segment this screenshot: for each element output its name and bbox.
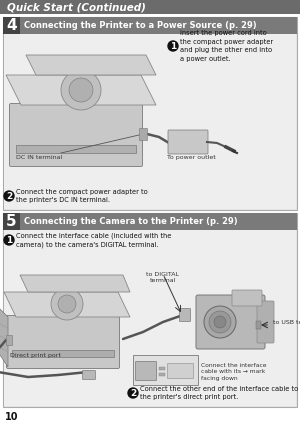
Text: To power outlet: To power outlet xyxy=(167,155,215,159)
Polygon shape xyxy=(20,275,130,292)
FancyBboxPatch shape xyxy=(196,295,265,349)
FancyBboxPatch shape xyxy=(133,355,198,385)
Text: 4: 4 xyxy=(6,18,17,33)
FancyBboxPatch shape xyxy=(0,0,300,14)
Circle shape xyxy=(51,288,83,320)
Text: Connect the other end of the interface cable to
the printer's direct print port.: Connect the other end of the interface c… xyxy=(140,386,298,400)
FancyBboxPatch shape xyxy=(12,350,114,357)
FancyBboxPatch shape xyxy=(16,145,136,153)
FancyBboxPatch shape xyxy=(179,309,191,321)
Circle shape xyxy=(204,306,236,338)
Polygon shape xyxy=(26,55,156,75)
Circle shape xyxy=(128,388,138,398)
Text: 2: 2 xyxy=(130,388,136,397)
Text: Insert the power cord into
the compact power adapter
and plug the other end into: Insert the power cord into the compact p… xyxy=(180,30,273,62)
Text: 1: 1 xyxy=(6,235,12,244)
Text: 1: 1 xyxy=(170,42,176,51)
FancyBboxPatch shape xyxy=(4,34,296,209)
FancyBboxPatch shape xyxy=(256,321,261,329)
FancyBboxPatch shape xyxy=(4,230,296,406)
Circle shape xyxy=(209,311,231,333)
Text: Connecting the Camera to the Printer (p. 29): Connecting the Camera to the Printer (p.… xyxy=(24,217,238,226)
Text: Connect the interface cable (included with the
camera) to the camera's DIGITAL t: Connect the interface cable (included wi… xyxy=(16,232,171,248)
Text: Connect the interface
cable with its → mark
facing down: Connect the interface cable with its → m… xyxy=(201,363,266,381)
FancyBboxPatch shape xyxy=(3,213,20,230)
FancyBboxPatch shape xyxy=(3,17,20,34)
FancyBboxPatch shape xyxy=(167,363,194,379)
Text: to DIGITAL
terminal: to DIGITAL terminal xyxy=(146,272,179,283)
Polygon shape xyxy=(0,307,8,367)
Circle shape xyxy=(4,235,14,245)
FancyBboxPatch shape xyxy=(232,290,262,306)
FancyBboxPatch shape xyxy=(3,17,297,210)
FancyBboxPatch shape xyxy=(3,213,297,407)
Circle shape xyxy=(214,316,226,328)
Polygon shape xyxy=(4,292,130,317)
Text: to USB terminal: to USB terminal xyxy=(273,320,300,325)
Text: Direct print port: Direct print port xyxy=(10,352,61,357)
FancyBboxPatch shape xyxy=(159,373,165,376)
FancyBboxPatch shape xyxy=(10,104,142,167)
FancyBboxPatch shape xyxy=(3,213,297,230)
FancyBboxPatch shape xyxy=(6,335,12,345)
FancyBboxPatch shape xyxy=(168,130,208,154)
Text: Connecting the Printer to a Power Source (p. 29): Connecting the Printer to a Power Source… xyxy=(24,21,256,30)
Text: 10: 10 xyxy=(5,412,19,422)
Circle shape xyxy=(168,41,178,51)
Text: Quick Start (Continued): Quick Start (Continued) xyxy=(7,2,146,12)
FancyBboxPatch shape xyxy=(7,315,119,368)
FancyBboxPatch shape xyxy=(82,371,95,380)
FancyBboxPatch shape xyxy=(139,128,147,140)
Text: 5: 5 xyxy=(6,214,17,229)
Text: 2: 2 xyxy=(6,192,12,201)
Text: DC IN terminal: DC IN terminal xyxy=(16,155,62,159)
Circle shape xyxy=(4,191,14,201)
FancyBboxPatch shape xyxy=(257,301,274,343)
Polygon shape xyxy=(6,75,156,105)
Text: Connect the compact power adapter to
the printer's DC IN terminal.: Connect the compact power adapter to the… xyxy=(16,189,148,203)
Circle shape xyxy=(61,70,101,110)
Circle shape xyxy=(58,295,76,313)
FancyBboxPatch shape xyxy=(159,367,165,370)
FancyBboxPatch shape xyxy=(136,362,157,380)
FancyBboxPatch shape xyxy=(3,17,297,34)
Circle shape xyxy=(69,78,93,102)
